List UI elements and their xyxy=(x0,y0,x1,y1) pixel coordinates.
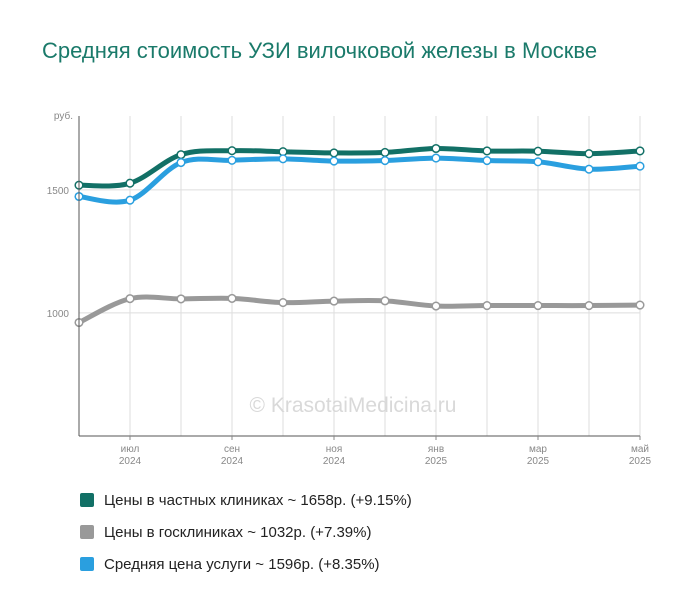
series-layer xyxy=(74,143,645,328)
series-line-private xyxy=(76,145,643,189)
x-tick-label-year: 2025 xyxy=(425,456,448,467)
data-point-average xyxy=(533,157,543,167)
x-tick-label-month: май xyxy=(631,444,649,455)
legend-item-average[interactable]: Средняя цена услуги ~ 1596р. (+8.35%) xyxy=(80,548,412,580)
data-point-average xyxy=(635,161,645,171)
legend-swatch-average xyxy=(80,557,94,571)
data-point-public xyxy=(278,298,288,308)
data-point-private xyxy=(380,147,390,157)
data-point-private xyxy=(584,149,594,159)
y-axis-label: руб. xyxy=(54,110,73,122)
data-point-average xyxy=(584,164,594,174)
grid-lines xyxy=(79,116,641,436)
legend-swatch-public xyxy=(80,525,94,539)
legend-label-private: Цены в частных клиниках ~ 1658р. (+9.15%… xyxy=(104,491,412,509)
legend-label-public: Цены в госклиниках ~ 1032р. (+7.39%) xyxy=(104,523,372,541)
data-point-average xyxy=(278,154,288,164)
data-point-private xyxy=(635,146,645,156)
series-public xyxy=(74,293,645,328)
x-tick-label-month: янв xyxy=(428,444,444,455)
legend-swatch-private xyxy=(80,493,94,507)
data-point-public xyxy=(431,301,441,311)
y-tick-label: 1500 xyxy=(47,186,70,197)
data-point-private xyxy=(329,148,339,158)
data-point-public xyxy=(482,300,492,311)
data-point-public xyxy=(380,296,390,306)
data-point-average xyxy=(227,155,237,165)
data-point-average xyxy=(482,156,492,166)
legend: Цены в частных клиниках ~ 1658р. (+9.15%… xyxy=(80,484,412,580)
legend-label-average: Средняя цена услуги ~ 1596р. (+8.35%) xyxy=(104,555,380,573)
data-point-average xyxy=(125,195,135,205)
x-tick-label-month: ноя xyxy=(326,444,343,455)
data-point-public xyxy=(635,300,645,310)
x-tick-label-year: 2024 xyxy=(119,456,142,467)
chart-title: Средняя стоимость УЗИ вилочковой железы … xyxy=(42,38,598,63)
data-point-private xyxy=(125,178,135,188)
x-tick-label-month: сен xyxy=(224,444,240,455)
y-tick-label: 1000 xyxy=(47,309,70,320)
data-point-public xyxy=(584,300,594,311)
data-point-private xyxy=(431,143,441,154)
data-point-public xyxy=(227,293,237,303)
data-point-average xyxy=(329,156,339,166)
x-tick-label-month: июл xyxy=(121,444,140,455)
data-point-private xyxy=(482,146,492,156)
data-point-public xyxy=(125,294,135,304)
x-tick-label-year: 2024 xyxy=(221,456,244,467)
data-point-private xyxy=(176,150,186,160)
data-point-public xyxy=(533,300,543,311)
axes: 15001000руб.июл2024сен2024ноя2024янв2025… xyxy=(47,110,652,467)
data-point-public xyxy=(176,294,186,304)
line-chart: © KrasotaiMedicina.ru 15001000руб.июл202… xyxy=(47,110,652,467)
data-point-average xyxy=(380,156,390,166)
watermark: © KrasotaiMedicina.ru xyxy=(250,394,457,417)
data-point-private xyxy=(227,146,237,156)
series-average xyxy=(74,153,645,205)
series-line-public xyxy=(76,294,643,326)
legend-item-public[interactable]: Цены в госклиниках ~ 1032р. (+7.39%) xyxy=(80,516,412,548)
x-tick-label-month: мар xyxy=(529,444,547,455)
data-point-private xyxy=(533,146,543,156)
x-tick-label-year: 2024 xyxy=(323,456,346,467)
legend-item-private[interactable]: Цены в частных клиниках ~ 1658р. (+9.15%… xyxy=(80,484,412,516)
x-tick-label-year: 2025 xyxy=(527,456,550,467)
data-point-public xyxy=(329,296,339,306)
x-tick-label-year: 2025 xyxy=(629,456,652,467)
data-point-average xyxy=(431,153,441,163)
data-point-average xyxy=(176,157,186,168)
